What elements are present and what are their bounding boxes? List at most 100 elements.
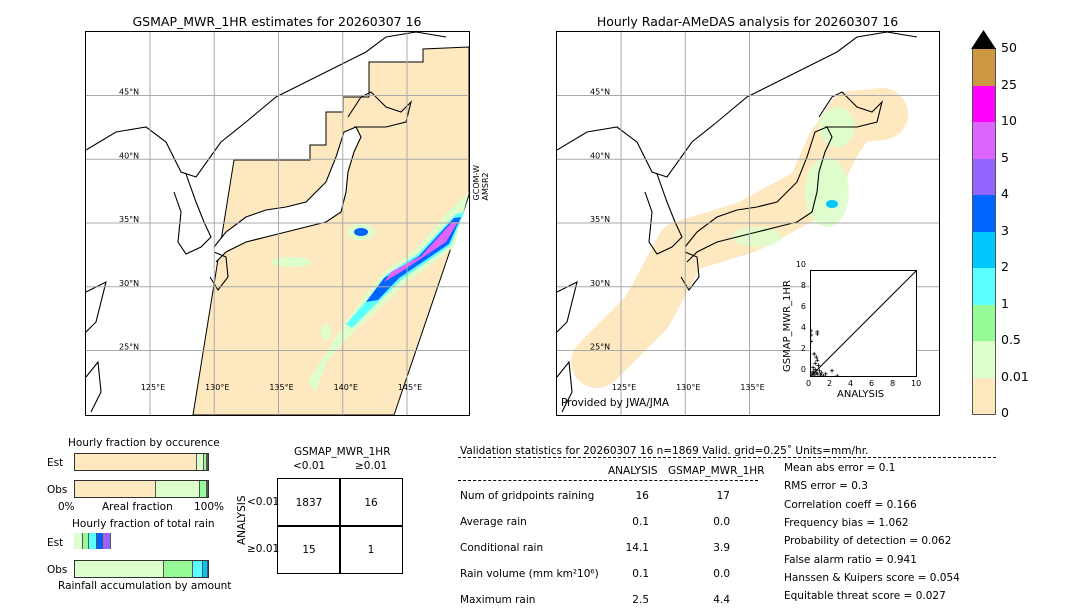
lat-label: 35°N bbox=[590, 215, 610, 224]
colorbar-segment bbox=[973, 304, 995, 341]
stat-analysis-value: 14.1 bbox=[625, 542, 649, 554]
score-item: Probability of detection = 0.062 bbox=[784, 535, 952, 548]
bar-segment bbox=[75, 561, 165, 577]
stat-analysis-value: 0.1 bbox=[632, 568, 649, 580]
ct-cell: 1837 bbox=[277, 478, 341, 527]
lon-label: 125°E bbox=[612, 383, 636, 392]
colorbar-segment bbox=[973, 341, 995, 378]
occ-est-label: Est bbox=[47, 457, 64, 469]
score-item: False alarm ratio = 0.941 bbox=[784, 553, 917, 566]
colorbar-tick-label: 3 bbox=[1001, 222, 1009, 238]
satellite-label: GCOM-W bbox=[472, 165, 481, 201]
scatter-point bbox=[816, 363, 821, 368]
score-item: Correlation coeff = 0.166 bbox=[784, 498, 917, 511]
scatter-point bbox=[817, 368, 822, 373]
map1-title: GSMAP_MWR_1HR estimates for 20260307 16 bbox=[132, 14, 422, 29]
swath-area bbox=[192, 46, 469, 415]
stat-gsmap-value: 4.4 bbox=[713, 594, 730, 606]
scatter-point bbox=[814, 355, 819, 360]
tr-est-label: Est bbox=[47, 537, 64, 549]
lat-label: 40°N bbox=[119, 151, 139, 160]
occ-obs-bar bbox=[74, 480, 209, 498]
bar-segment bbox=[74, 533, 84, 549]
scatter-point bbox=[823, 371, 828, 376]
occ-est-bar bbox=[74, 453, 209, 471]
scatter-point bbox=[809, 328, 813, 333]
stat-analysis-value: 2.5 bbox=[632, 594, 649, 606]
colorbar-tick-label: 0.01 bbox=[1001, 368, 1029, 384]
scatter-ytick: 6 bbox=[800, 302, 806, 311]
scatter-point bbox=[811, 369, 816, 374]
total-rain-title: Hourly fraction of total rain bbox=[72, 518, 215, 530]
scatter-ytick: 2 bbox=[800, 344, 806, 353]
data-credit: Provided by JWA/JMA bbox=[561, 397, 670, 409]
tr-obs-label: Obs bbox=[47, 564, 68, 576]
scatter-point bbox=[815, 358, 820, 363]
bar-segment bbox=[75, 481, 157, 497]
colorbar bbox=[972, 48, 996, 415]
scatter-ytick: 10 bbox=[795, 260, 806, 269]
colorbar-segment bbox=[973, 268, 995, 305]
ct-col-1: ≥0.01 bbox=[355, 460, 388, 472]
scatter-xtick: 8 bbox=[890, 379, 896, 388]
stat-analysis-value: 0.1 bbox=[632, 516, 649, 528]
stat-label: Num of gridpoints raining bbox=[460, 490, 595, 502]
colorbar-segment bbox=[973, 122, 995, 159]
colorbar-segment bbox=[973, 49, 995, 86]
scatter-plot bbox=[809, 270, 917, 378]
occ-obs-label: Obs bbox=[47, 484, 68, 496]
colorbar-tick-label: 0 bbox=[1001, 405, 1009, 420]
colorbar-tick-label: 1 bbox=[1001, 295, 1009, 311]
land-outline bbox=[818, 91, 884, 128]
scatter-xlabel: ANALYSIS bbox=[837, 389, 885, 400]
stat-gsmap-value: 3.9 bbox=[713, 542, 730, 554]
land-outline bbox=[86, 360, 102, 413]
bar-segment bbox=[156, 481, 200, 497]
bar-segment bbox=[206, 454, 208, 470]
score-item: RMS error = 0.3 bbox=[784, 480, 868, 493]
colorbar-tick-label: 4 bbox=[1001, 186, 1009, 201]
land-outline bbox=[209, 251, 229, 291]
colorbar-tick-label: 2 bbox=[1001, 259, 1009, 274]
land-outline bbox=[680, 251, 700, 291]
scatter-xtick: 2 bbox=[827, 379, 833, 388]
coastline bbox=[86, 32, 447, 413]
land-outline bbox=[86, 32, 447, 178]
stats-col-analysis: ANALYSIS bbox=[608, 465, 658, 477]
land-outline bbox=[557, 360, 573, 413]
lat-label: 30°N bbox=[119, 279, 139, 288]
colorbar-segment bbox=[973, 158, 995, 195]
gsmap-map: 125°E 130°E 135°E 140°E 145°E 45°N 40°N 35°N 30°… bbox=[85, 31, 470, 416]
scatter-point bbox=[810, 371, 815, 376]
bar-segment bbox=[88, 533, 97, 549]
score-item: Hanssen & Kuipers score = 0.054 bbox=[784, 571, 960, 584]
map2-title: Hourly Radar-AMeDAS analysis for 2026030… bbox=[596, 14, 899, 29]
scatter-point bbox=[819, 370, 824, 375]
lon-label: 130°E bbox=[676, 383, 700, 392]
scatter-point bbox=[811, 365, 816, 370]
colorbar-segment bbox=[973, 231, 995, 268]
scatter-canvas bbox=[809, 270, 917, 378]
sensor-label: AMSR2 bbox=[481, 172, 490, 201]
diagonal-line bbox=[810, 270, 917, 377]
lon-label: 135°E bbox=[269, 383, 293, 392]
scatter-ytick: 8 bbox=[800, 281, 806, 290]
scatter-point bbox=[813, 361, 818, 366]
bar-segment bbox=[197, 454, 204, 470]
stat-gsmap-value: 0.0 bbox=[713, 568, 730, 580]
occ-x0: 0% bbox=[58, 501, 75, 513]
scatter-point bbox=[813, 367, 818, 372]
scatter-xtick: 6 bbox=[869, 379, 875, 388]
tr-est-bar bbox=[74, 533, 207, 549]
stat-label: Conditional rain bbox=[460, 542, 544, 554]
scatter-point bbox=[815, 332, 820, 336]
occ-x1: 100% bbox=[194, 501, 225, 513]
lat-label: 45°N bbox=[119, 88, 139, 97]
colorbar-tick-label: 25 bbox=[1001, 76, 1017, 92]
colorbar-tick-label: 5 bbox=[1001, 149, 1009, 165]
ct-col-0: <0.01 bbox=[293, 460, 326, 472]
land-outline bbox=[557, 32, 918, 178]
bar-segment bbox=[200, 481, 207, 497]
tr-obs-bar bbox=[74, 560, 209, 578]
